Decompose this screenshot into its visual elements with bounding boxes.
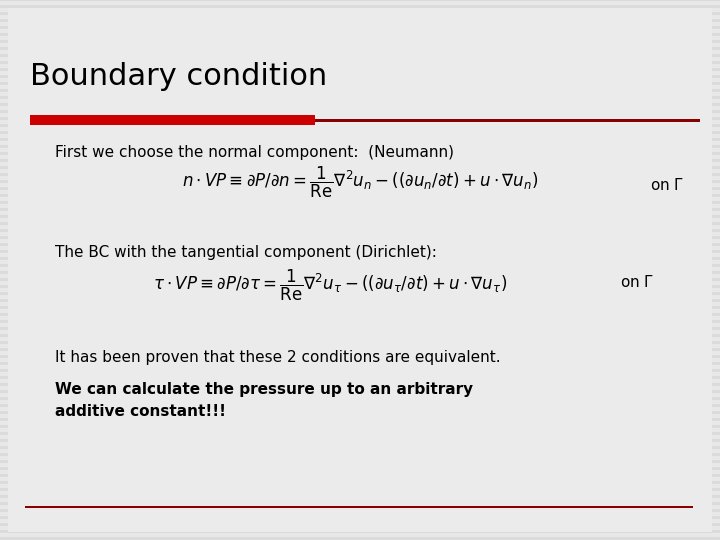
Bar bbox=[0, 418, 720, 421]
Bar bbox=[0, 166, 720, 169]
Bar bbox=[0, 96, 720, 99]
Bar bbox=[0, 173, 720, 176]
Bar bbox=[0, 516, 720, 519]
Bar bbox=[0, 313, 720, 316]
Bar bbox=[0, 285, 720, 288]
Bar bbox=[0, 229, 720, 232]
Text: Boundary condition: Boundary condition bbox=[30, 62, 328, 91]
Bar bbox=[0, 320, 720, 323]
Bar bbox=[0, 488, 720, 491]
Bar bbox=[0, 180, 720, 183]
Bar bbox=[0, 502, 720, 505]
Text: It has been proven that these 2 conditions are equivalent.: It has been proven that these 2 conditio… bbox=[55, 350, 500, 365]
Bar bbox=[0, 376, 720, 379]
Text: $n \cdot VP \equiv \partial P/\partial n = \dfrac{1}{\mathrm{Re}}\nabla^2 u_n - : $n \cdot VP \equiv \partial P/\partial n… bbox=[182, 164, 538, 200]
Bar bbox=[0, 264, 720, 267]
Text: on $\Gamma$: on $\Gamma$ bbox=[620, 274, 654, 290]
Bar bbox=[0, 54, 720, 57]
Bar bbox=[0, 278, 720, 281]
Bar bbox=[0, 383, 720, 386]
Bar bbox=[0, 432, 720, 435]
Bar bbox=[0, 425, 720, 428]
Bar bbox=[0, 257, 720, 260]
Bar bbox=[0, 460, 720, 463]
Bar bbox=[0, 47, 720, 50]
Bar bbox=[0, 187, 720, 190]
Bar bbox=[25, 505, 693, 508]
Text: First we choose the normal component:  (Neumann): First we choose the normal component: (N… bbox=[55, 145, 454, 160]
Bar bbox=[0, 40, 720, 43]
Bar bbox=[0, 271, 720, 274]
Bar bbox=[0, 348, 720, 351]
Bar bbox=[0, 75, 720, 78]
Bar bbox=[0, 537, 720, 540]
Bar bbox=[0, 215, 720, 218]
Bar bbox=[0, 397, 720, 400]
Bar bbox=[0, 159, 720, 162]
Bar bbox=[0, 61, 720, 64]
Bar bbox=[0, 495, 720, 498]
Bar bbox=[0, 334, 720, 337]
Bar bbox=[0, 439, 720, 442]
Bar bbox=[0, 145, 720, 148]
Bar bbox=[0, 446, 720, 449]
Bar bbox=[0, 453, 720, 456]
Bar bbox=[0, 369, 720, 372]
Bar bbox=[0, 362, 720, 365]
Bar bbox=[0, 68, 720, 71]
Bar bbox=[0, 12, 720, 15]
Bar bbox=[0, 117, 720, 120]
Bar bbox=[0, 250, 720, 253]
Bar bbox=[0, 530, 720, 533]
Bar bbox=[0, 89, 720, 92]
Bar bbox=[315, 119, 700, 122]
Bar bbox=[0, 82, 720, 85]
Bar bbox=[0, 124, 720, 127]
Bar bbox=[30, 115, 315, 125]
Bar bbox=[0, 306, 720, 309]
Text: on $\Gamma$: on $\Gamma$ bbox=[650, 177, 684, 193]
Bar bbox=[0, 341, 720, 344]
Bar bbox=[0, 0, 720, 1]
Bar bbox=[0, 19, 720, 22]
Bar bbox=[0, 467, 720, 470]
Bar bbox=[0, 404, 720, 407]
Text: $\tau \cdot VP \equiv \partial P/\partial \tau = \dfrac{1}{\mathrm{Re}}\nabla^2 : $\tau \cdot VP \equiv \partial P/\partia… bbox=[153, 267, 507, 302]
Bar bbox=[0, 138, 720, 141]
Bar bbox=[0, 299, 720, 302]
Bar bbox=[0, 110, 720, 113]
Bar bbox=[0, 222, 720, 225]
Bar bbox=[0, 131, 720, 134]
Bar bbox=[0, 355, 720, 358]
Bar bbox=[0, 26, 720, 29]
Bar bbox=[0, 33, 720, 36]
Bar bbox=[0, 481, 720, 484]
Bar bbox=[0, 292, 720, 295]
Bar bbox=[0, 152, 720, 155]
Bar bbox=[0, 327, 720, 330]
Bar bbox=[0, 103, 720, 106]
Bar bbox=[0, 411, 720, 414]
Bar bbox=[0, 243, 720, 246]
Bar bbox=[0, 509, 720, 512]
Text: We can calculate the pressure up to an arbitrary
additive constant!!!: We can calculate the pressure up to an a… bbox=[55, 382, 473, 419]
Bar bbox=[0, 201, 720, 204]
Text: The BC with the tangential component (Dirichlet):: The BC with the tangential component (Di… bbox=[55, 245, 437, 260]
Bar bbox=[0, 390, 720, 393]
Bar bbox=[0, 236, 720, 239]
Bar bbox=[0, 474, 720, 477]
Bar bbox=[0, 208, 720, 211]
Bar bbox=[0, 5, 720, 8]
Bar bbox=[0, 523, 720, 526]
Bar bbox=[0, 194, 720, 197]
